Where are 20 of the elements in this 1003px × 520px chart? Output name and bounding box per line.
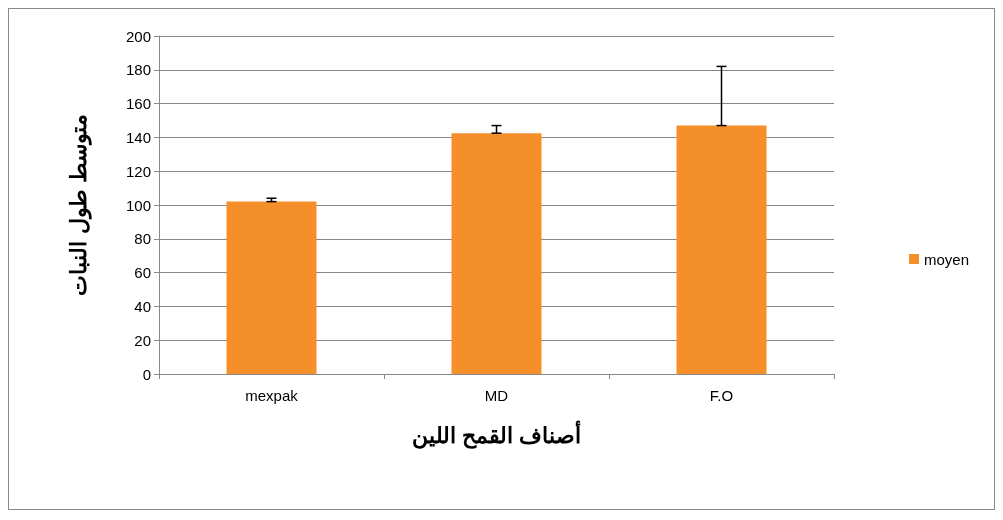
legend-label: moyen: [923, 250, 970, 268]
bar: [676, 125, 767, 374]
y-tick-label: 180: [125, 61, 151, 79]
bar: [451, 133, 542, 374]
x-tick-label: mexpak: [245, 387, 299, 404]
y-tick-label: 160: [125, 95, 151, 113]
y-tick-label: 40: [134, 297, 151, 315]
y-axis-title: متوسط طول النبات: [65, 114, 92, 296]
x-tick-label: MD: [484, 387, 509, 404]
y-tick-label: 100: [125, 196, 151, 214]
y-tick-label: 20: [134, 331, 151, 349]
y-tick-label: 120: [125, 162, 151, 180]
x-axis-title: أصناف القمح اللين: [411, 419, 582, 449]
y-tick-label: 0: [142, 365, 151, 383]
y-tick-label: 60: [134, 264, 151, 282]
y-tick-label: 80: [134, 230, 151, 248]
y-tick-label: 200: [125, 27, 151, 45]
bar: [226, 201, 317, 374]
y-tick-label: 140: [125, 128, 151, 146]
x-tick-label: F.O: [709, 387, 734, 404]
